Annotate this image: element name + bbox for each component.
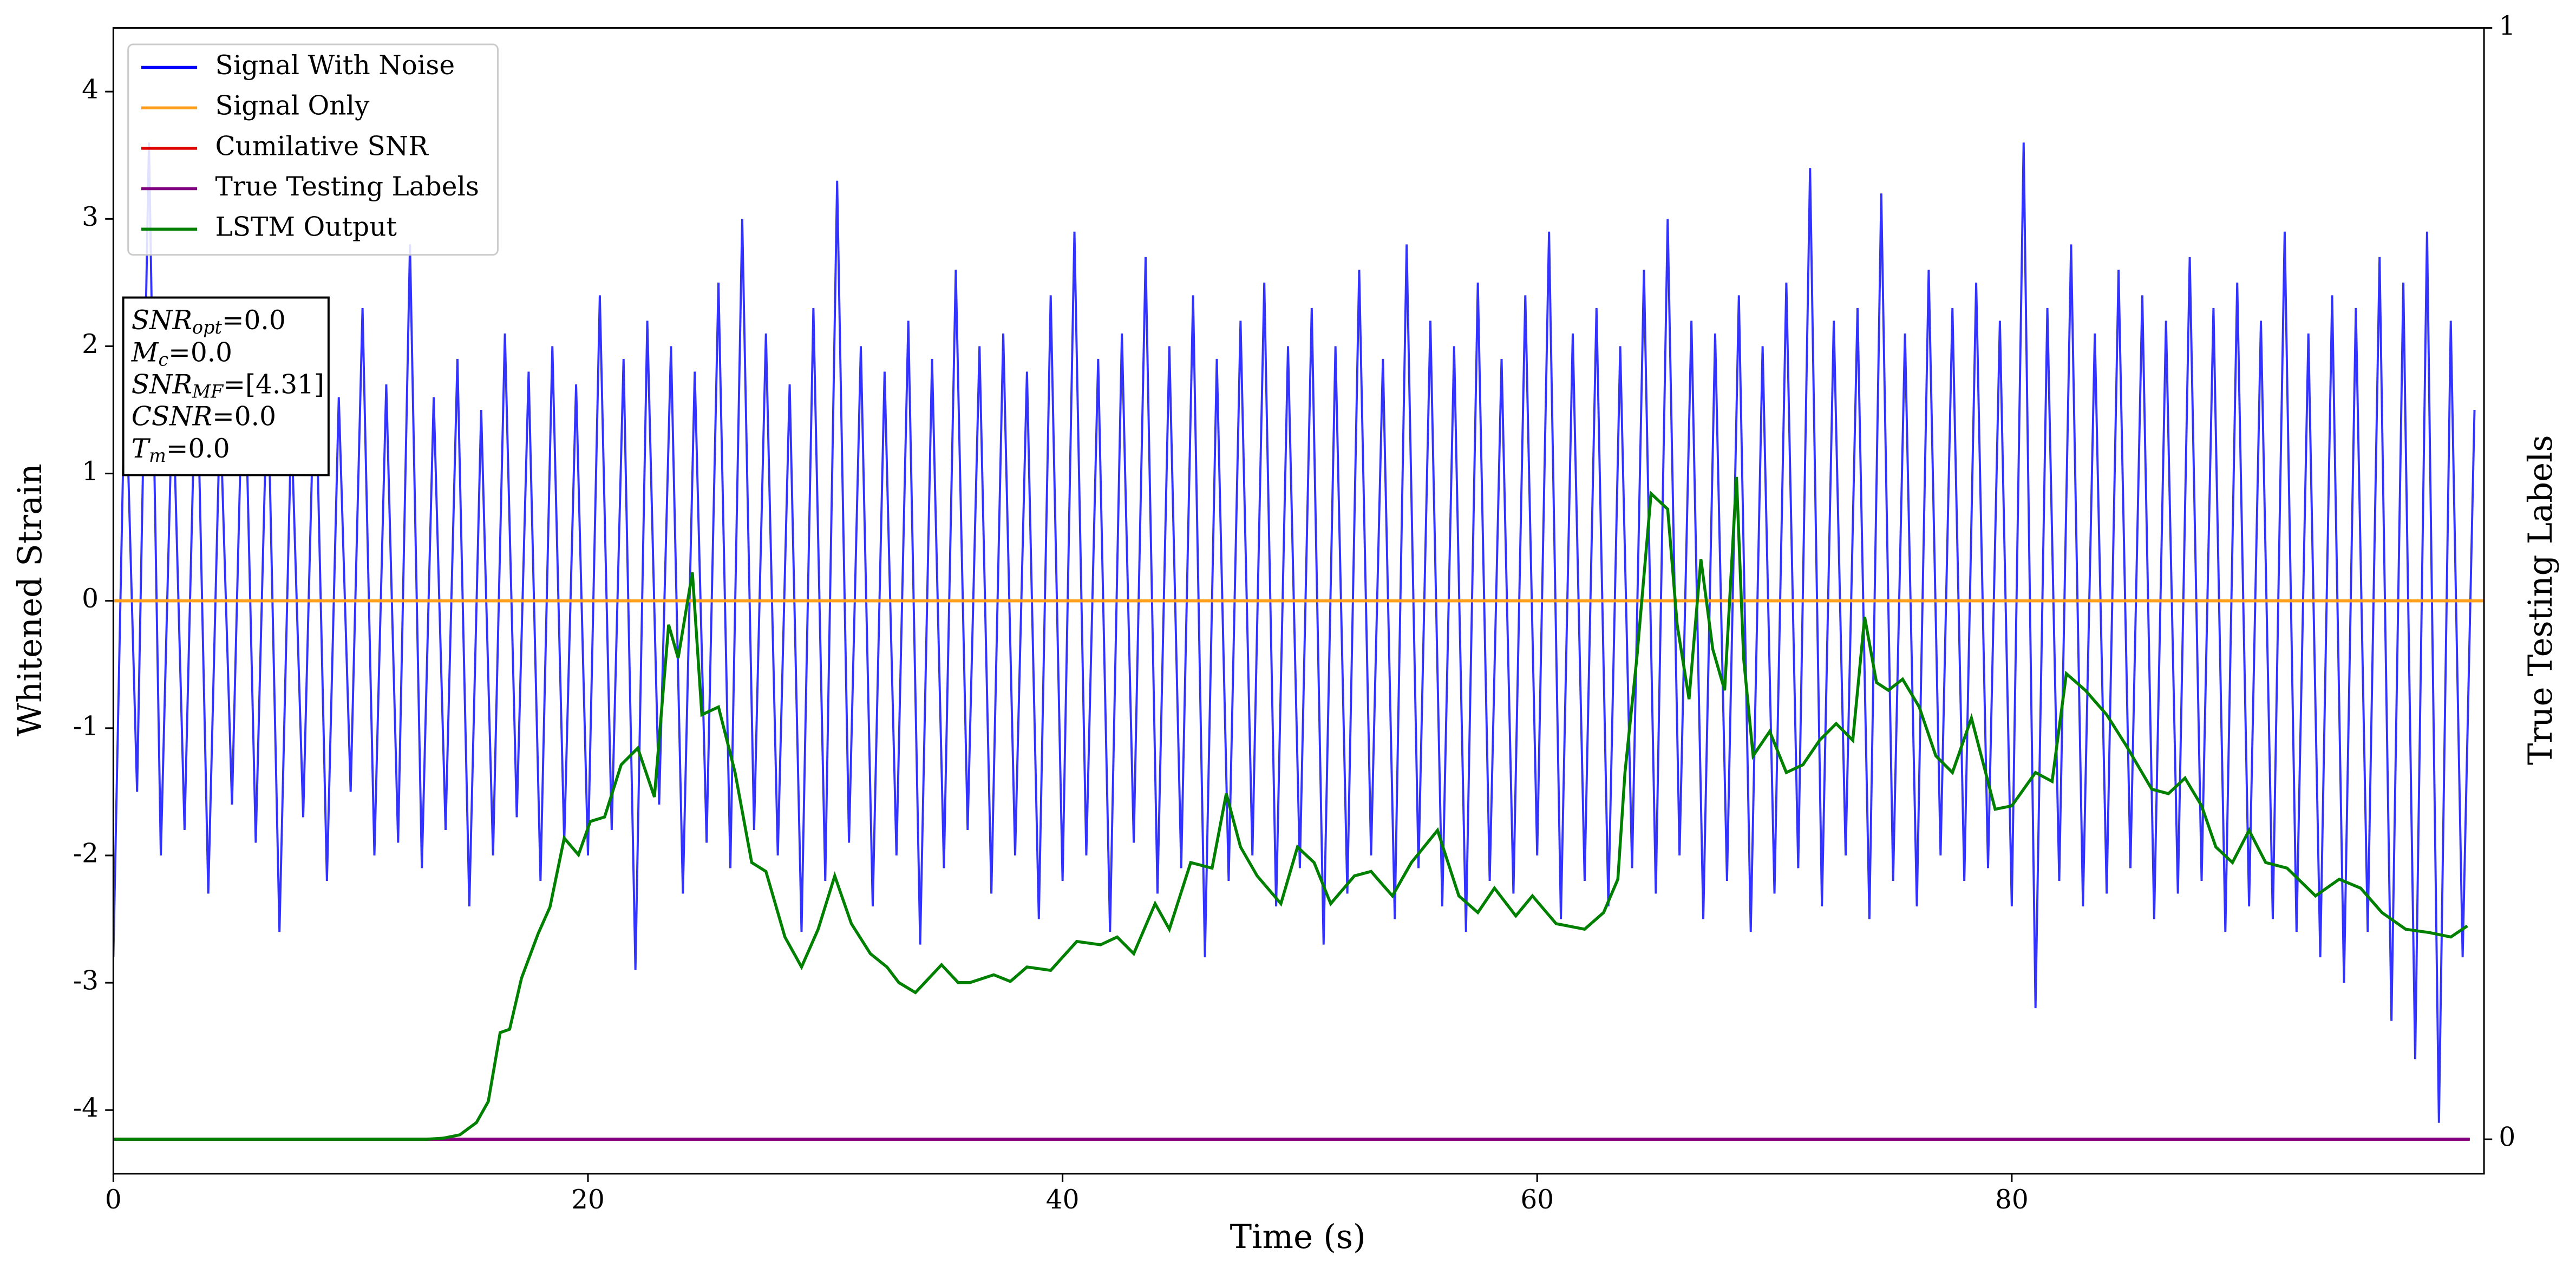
x-tick-label: 0 (105, 1185, 122, 1215)
y-tick-label: -2 (73, 838, 99, 868)
y-tick-label: 3 (82, 202, 99, 232)
annotation-sub: m (149, 445, 166, 466)
annotation-value: =0.0 (212, 401, 276, 432)
y-axis-label: Whitened Strain (11, 463, 49, 736)
annotation-name: SNR (132, 305, 192, 336)
annotation: SNRopt=0.0 (132, 305, 286, 338)
legend-box (127, 43, 499, 256)
annotation-sub: c (158, 349, 168, 370)
series-line (113, 142, 2476, 1123)
y-tick-label: -1 (73, 711, 99, 741)
annotation-value: =0.0 (222, 305, 286, 336)
legend-label: LSTM Output (215, 212, 397, 243)
y2-tick-label: 0 (2499, 1122, 2515, 1153)
annotation-name: SNR (132, 369, 192, 400)
annotation-value: =[4.31] (223, 369, 324, 400)
x-axis-label: Time (s) (1230, 1218, 1366, 1256)
annotation-sub: MF (192, 381, 224, 402)
y2-tick-label: 1 (2499, 11, 2515, 41)
annotation-box (122, 296, 330, 476)
annotation: Tm=0.0 (132, 433, 230, 466)
x-tick-label: 80 (1995, 1185, 2029, 1215)
y2-axis-label: True Testing Labels (2522, 435, 2560, 765)
x-tick-label: 40 (1046, 1185, 1080, 1215)
x-tick-label: 20 (571, 1185, 605, 1215)
annotation-name: CSNR (132, 401, 212, 432)
annotation-name: M (131, 337, 159, 368)
annotation-value: =0.0 (166, 433, 230, 463)
y-tick-label: -4 (73, 1093, 99, 1123)
y-tick-label: 0 (82, 584, 99, 614)
legend-label: True Testing Labels (215, 172, 479, 202)
x-tick-label: 60 (1520, 1185, 1554, 1215)
annotation-name: T (132, 433, 151, 463)
annotation: CSNR=0.0 (132, 401, 276, 432)
y-tick-label: 4 (82, 75, 99, 105)
y-tick-label: -3 (73, 966, 99, 996)
y-tick-label: 2 (82, 329, 99, 360)
y-tick-label: 1 (82, 456, 99, 487)
legend-label: Signal Only (215, 91, 370, 121)
legend-label: Signal With Noise (215, 50, 455, 81)
annotation: SNRMF=[4.31] (132, 369, 324, 402)
annotation-value: =0.0 (168, 337, 232, 368)
legend-label: Cumilative SNR (215, 131, 429, 161)
annotation-sub: opt (192, 317, 222, 338)
annotation: Mc=0.0 (131, 337, 232, 370)
series-line (113, 476, 2468, 1141)
